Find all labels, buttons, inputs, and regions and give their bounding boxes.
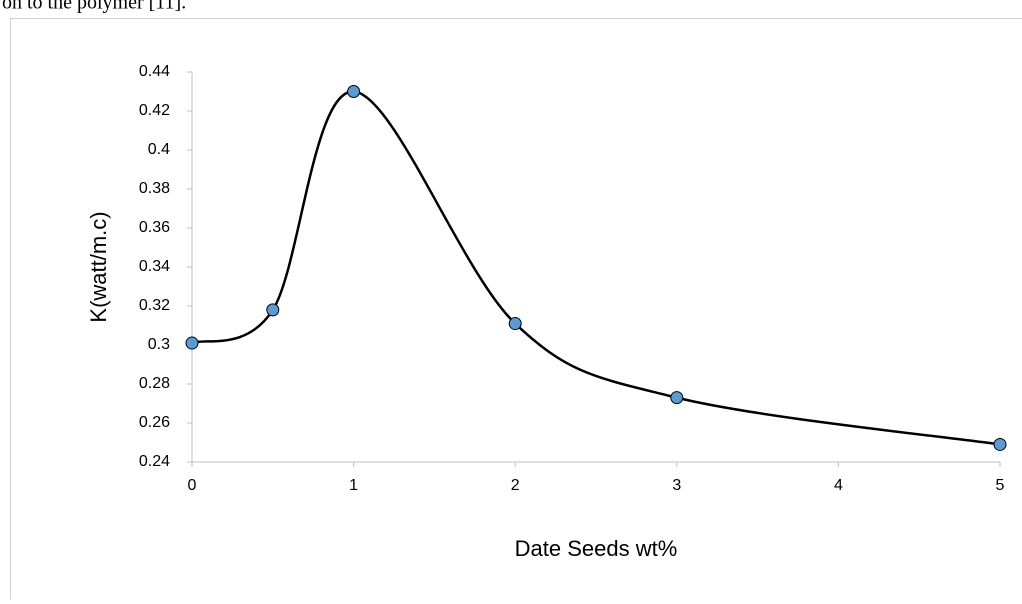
x-tick-label: 4 [834,477,843,494]
data-point [186,337,198,349]
data-point [267,304,279,316]
x-tick-label: 3 [672,477,681,494]
y-tick-label: 0.4 [148,141,170,158]
x-tick-label: 5 [996,477,1005,494]
y-axis-title: K(watt/m.c) [86,211,111,322]
y-tick-label: 0.3 [148,336,170,353]
y-tick-label: 0.28 [139,375,170,392]
data-point [348,86,360,98]
y-tick-label: 0.32 [139,297,170,314]
y-tick-label: 0.44 [139,63,170,80]
x-tick-label: 1 [349,477,358,494]
y-tick-label: 0.42 [139,102,170,119]
x-axis-title: Date Seeds wt% [515,536,678,561]
y-tick-label: 0.34 [139,258,170,275]
y-tick-label: 0.24 [139,453,170,470]
data-line [192,91,1000,444]
y-tick-label: 0.26 [139,414,170,431]
y-tick-label: 0.38 [139,180,170,197]
x-tick-label: 0 [188,477,197,494]
data-point [671,392,683,404]
data-point [509,318,521,330]
x-tick-label: 2 [511,477,520,494]
y-tick-label: 0.36 [139,219,170,236]
data-point [994,438,1006,450]
header-text: on to the polymer [11]. [2,0,186,14]
